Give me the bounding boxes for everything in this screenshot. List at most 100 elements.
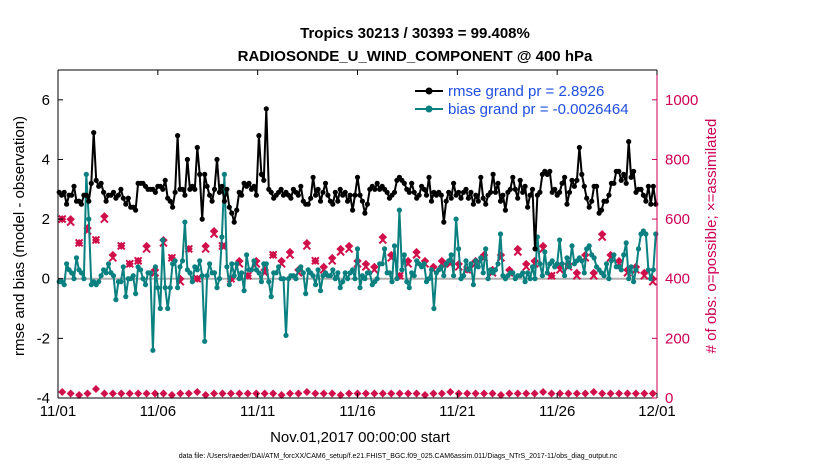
rmse-point (525, 204, 531, 210)
rmse-point (184, 156, 190, 163)
plot-area (58, 70, 657, 398)
obs-low-marker (117, 389, 126, 398)
obs-low-marker (210, 389, 219, 398)
rmse-point (438, 192, 444, 198)
bias-point (221, 171, 227, 177)
obs-low-marker (454, 389, 463, 398)
obs-assimilated-stroke (285, 250, 295, 260)
obs-assimilated-marker (268, 250, 278, 260)
bias-point (251, 258, 257, 264)
bias-point (133, 291, 139, 297)
rmse-point (559, 180, 565, 186)
rmse-point (621, 171, 627, 177)
rmse-point (423, 192, 430, 198)
bias-point (608, 258, 615, 264)
bias-point (451, 273, 457, 279)
obs-assimilated-stroke (302, 241, 312, 251)
bias-point (626, 276, 632, 282)
bias-point (529, 264, 536, 270)
bias-point (86, 216, 92, 222)
bias-point (544, 270, 550, 276)
obs-low-marker (437, 389, 446, 398)
legend-rmse-label: rmse grand pr = 2.8926 (448, 83, 604, 100)
rmse-point (574, 177, 580, 183)
rmse-point (162, 177, 168, 183)
bias-point (179, 258, 186, 264)
rmse-point (465, 195, 471, 201)
obs-low-marker (235, 389, 244, 398)
rmse-point (179, 186, 186, 192)
rmse-point (133, 207, 139, 213)
obs-assimilated-marker (344, 244, 354, 254)
obs-low-marker (361, 389, 370, 398)
rmse-point (214, 156, 220, 163)
bias-point (345, 276, 351, 282)
rmse-point (456, 189, 462, 195)
bias-point (172, 258, 178, 264)
obs-assimilated-marker (142, 244, 151, 254)
rmse-point (650, 183, 656, 189)
rmse-point (224, 186, 230, 192)
obs-low-marker (151, 389, 160, 398)
bias-point (382, 246, 388, 252)
bias-point (475, 264, 481, 270)
rmse-point (98, 180, 104, 186)
rmse-point (638, 186, 644, 192)
rmse-point (458, 195, 464, 201)
bias-point (362, 276, 368, 282)
rmse-point (626, 139, 632, 145)
bias-point (591, 255, 597, 261)
rmse-point (594, 183, 600, 189)
obs-low-marker (463, 389, 472, 398)
bias-point (258, 279, 264, 285)
rmse-point (110, 189, 117, 195)
x-tick-label: 11/16 (339, 403, 375, 420)
obs-assimilated-marker (572, 271, 582, 280)
rmse-point (172, 189, 178, 195)
bias-point (618, 267, 624, 273)
rmse-point (298, 183, 304, 189)
bias-point (110, 273, 117, 279)
rmse-point (512, 186, 518, 192)
bias-point (142, 282, 149, 288)
obs-assimilated-stroke (513, 247, 523, 257)
bias-point (539, 273, 546, 279)
bias-point (231, 273, 237, 279)
bias-point (337, 285, 343, 291)
tick-labels: 11/01 11/06 11/11 11/16 11/21 11/26 12/01 -4 -2 0… (37, 92, 699, 420)
bias-point (586, 243, 592, 249)
bias-point (478, 255, 484, 261)
bias-point (631, 279, 637, 285)
obs-assimilated-marker (125, 259, 134, 269)
bias-point (510, 270, 516, 276)
rmse-point (473, 192, 479, 198)
rmse-point (653, 201, 659, 207)
obs-assimilated-marker (589, 271, 598, 280)
bias-point (470, 282, 476, 288)
legend-rmse-marker (425, 87, 433, 95)
obs-low-marker (606, 389, 615, 398)
y-right-tick-label: 200 (665, 330, 690, 347)
obs-low-marker (66, 389, 75, 398)
rmse-point (325, 192, 331, 198)
rmse-point (497, 198, 504, 204)
obs-low-marker (134, 389, 143, 398)
obs-low-marker (193, 388, 202, 397)
obs-low-marker (496, 391, 505, 400)
bias-point (404, 279, 410, 285)
obs-assimilated-stroke (133, 256, 143, 266)
y-right-tick-label: 600 (665, 211, 690, 228)
obs-low-marker (429, 389, 438, 398)
bias-point (532, 276, 538, 282)
rmse-point (263, 106, 269, 112)
obs-low-marker (260, 389, 269, 398)
bias-point (177, 264, 183, 270)
obs-low-marker (623, 389, 632, 398)
bias-point (165, 305, 171, 312)
rmse-point (231, 219, 237, 225)
rmse-point (426, 174, 432, 180)
obs-assimilated-marker (74, 238, 84, 248)
rmse-point (463, 186, 469, 192)
bias-point (234, 261, 240, 267)
y-axis-left-label: rmse and bias (model - observation) (11, 116, 28, 356)
